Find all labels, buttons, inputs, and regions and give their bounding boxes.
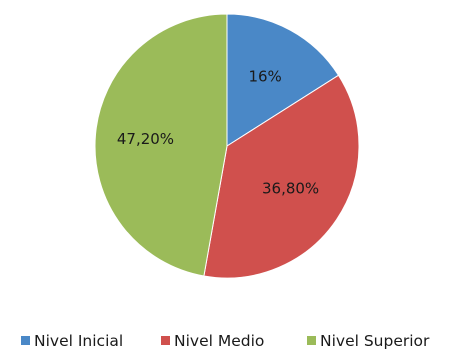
pie-slices bbox=[94, 13, 360, 279]
pie-slice-nivel-inicial bbox=[226, 13, 340, 147]
data-label-nivel-inicial: 16% bbox=[248, 68, 281, 86]
legend-label-nivel-superior: Nivel Superior bbox=[320, 332, 430, 350]
pie-slice-nivel-superior bbox=[94, 13, 228, 277]
data-label-nivel-superior: 47,20% bbox=[117, 130, 174, 148]
legend-swatch-nivel-superior bbox=[307, 336, 316, 345]
legend-swatch-nivel-inicial bbox=[21, 336, 30, 345]
data-label-nivel-medio: 36,80% bbox=[262, 180, 319, 198]
legend-label-nivel-medio: Nivel Medio bbox=[174, 332, 264, 350]
pie-data-labels: 16% 36,80% 47,20% bbox=[117, 68, 319, 198]
legend: Nivel Inicial Nivel Medio Nivel Superior bbox=[21, 332, 430, 350]
legend-label-nivel-inicial: Nivel Inicial bbox=[34, 332, 123, 350]
legend-swatch-nivel-medio bbox=[161, 336, 170, 345]
pie-slice-nivel-medio bbox=[203, 74, 360, 279]
